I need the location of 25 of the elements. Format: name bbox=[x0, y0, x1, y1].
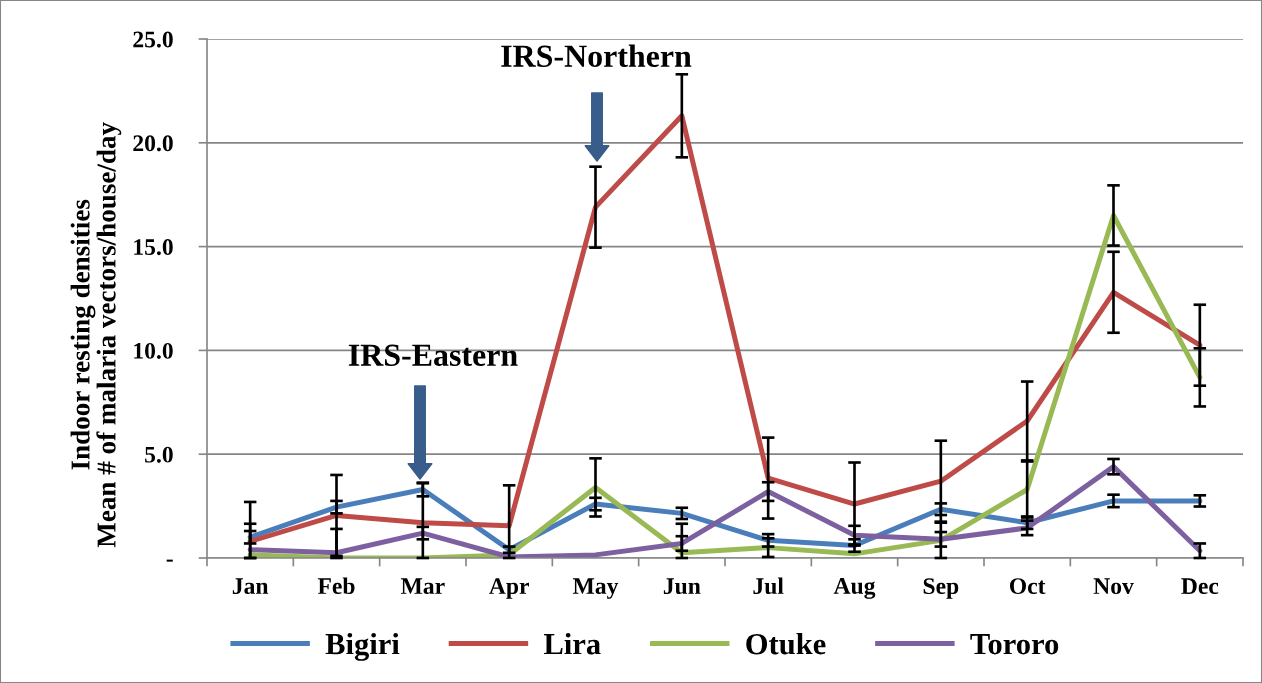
legend-label: Tororo bbox=[970, 634, 1059, 655]
y-axis-title: Indoor resting densities Mean # of malaria vectors/house/day bbox=[70, 122, 122, 548]
y-tick-label: - bbox=[166, 559, 173, 562]
x-tick-label: Nov bbox=[1093, 578, 1134, 595]
x-tick-label: Feb bbox=[317, 577, 355, 595]
annotation: IRS-Eastern bbox=[348, 344, 518, 366]
legend-label: Bigiri bbox=[325, 632, 400, 661]
x-tick-label: Oct bbox=[1009, 578, 1046, 595]
legend-label: Lira bbox=[543, 632, 601, 655]
x-tick-label: Dec bbox=[1181, 578, 1219, 595]
x-tick-label: Jul bbox=[753, 577, 784, 595]
x-tick-label: Sep bbox=[923, 578, 959, 599]
x-tick-label: Jan bbox=[232, 578, 269, 595]
x-tick-label: Mar bbox=[400, 578, 445, 595]
y-tick-label: 25.0 bbox=[133, 31, 173, 48]
x-tick-label: Jun bbox=[663, 578, 701, 595]
y-tick-label: 15.0 bbox=[134, 239, 173, 256]
x-tick-label: Aug bbox=[833, 578, 876, 599]
y-tick-label: 5.0 bbox=[145, 446, 173, 463]
x-tick-label: Apr bbox=[489, 578, 529, 599]
y-tick-label: 20.0 bbox=[133, 135, 173, 152]
legend-label: Otuke bbox=[746, 632, 826, 655]
x-tick-label: May bbox=[572, 578, 619, 599]
annotation: IRS-Northern bbox=[501, 44, 692, 67]
y-tick-label: 10.0 bbox=[134, 342, 173, 359]
